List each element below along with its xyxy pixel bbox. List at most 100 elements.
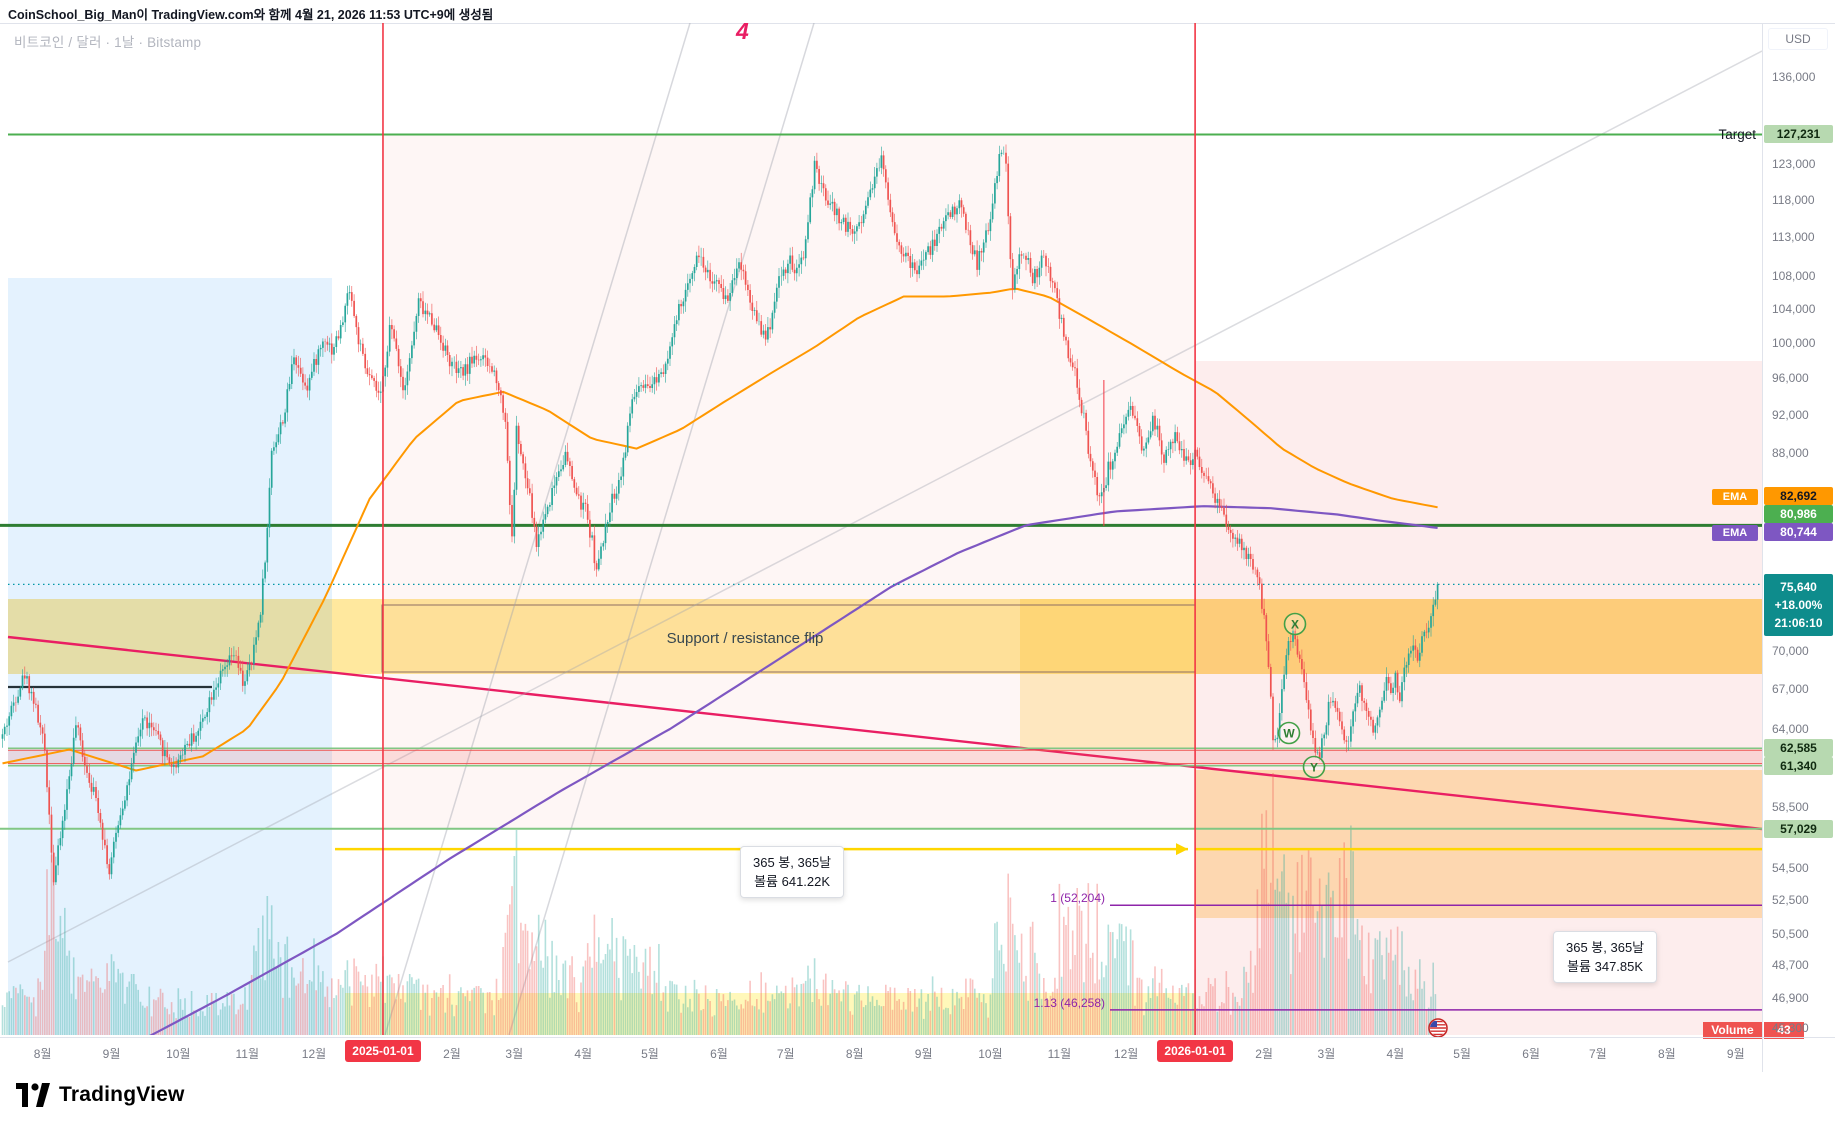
price-tick-52500: 52,500 xyxy=(1772,893,1809,908)
ema-slow-tag: EMA xyxy=(1712,525,1758,541)
time-label-2월: 2월 xyxy=(443,1047,461,1061)
volume-value-badge: 43 xyxy=(1764,1022,1804,1039)
symbol-title[interactable]: 비트코인 / 달러 · 1날 · Bitstamp xyxy=(14,35,202,50)
price-tick-48700: 48,700 xyxy=(1772,958,1809,973)
time-axis-border xyxy=(0,1037,1835,1038)
time-label-10월: 10월 xyxy=(166,1047,191,1061)
tradingview-logo[interactable]: TradingView xyxy=(16,1083,185,1107)
wave-letter-w: W xyxy=(1283,727,1295,741)
price-tick-45300: 45,300 xyxy=(1772,1020,1809,1035)
time-label-7월: 7월 xyxy=(1588,1047,1607,1061)
attribution-text: CoinSchool_Big_Man이 TradingView.com와 함께 … xyxy=(8,8,494,22)
price-axis[interactable] xyxy=(1763,23,1835,1037)
price-tick-58500: 58,500 xyxy=(1772,799,1809,814)
time-label-5월: 5월 xyxy=(641,1047,659,1061)
time-label-7월: 7월 xyxy=(776,1047,795,1061)
trendline-gray-channel-1[interactable] xyxy=(384,23,691,1035)
price-tick-54500: 54,500 xyxy=(1772,860,1809,875)
region-pink-2025 xyxy=(382,134,1195,829)
region-orange-low-band xyxy=(1195,770,1762,918)
price-axis-separator xyxy=(1762,23,1763,1072)
time-label-11월: 11월 xyxy=(1047,1047,1072,1061)
ema-fast-value-badge: 82,692 xyxy=(1764,487,1833,505)
ema-slow-value-badge: 80,744 xyxy=(1764,523,1833,541)
volume-bars-up xyxy=(1,825,1439,1035)
volume-label-badge: Volume xyxy=(1703,1022,1762,1039)
wave-letter-y: Y xyxy=(1310,761,1318,775)
time-label-6월: 6월 xyxy=(1522,1047,1540,1061)
time-label-4월: 4월 xyxy=(1386,1047,1405,1061)
wave-letter-x: X xyxy=(1291,618,1299,632)
tradingview-logo-icon xyxy=(16,1083,50,1107)
tradingview-logo-text: TradingView xyxy=(59,1083,185,1106)
candle-bodies-up xyxy=(1,152,1439,883)
region-pink-2026 xyxy=(1195,361,1762,1035)
region-mid-volume-backdrop xyxy=(345,993,1195,1035)
trendline-gray-support[interactable] xyxy=(7,50,1762,963)
region-gold-box xyxy=(1020,599,1195,748)
price-tick-96000: 96,000 xyxy=(1772,371,1809,386)
zone-top-badge: 62,585 xyxy=(1764,739,1833,757)
time-label-9월: 9월 xyxy=(914,1047,933,1061)
target-line-label: Target xyxy=(1718,126,1756,142)
region-sr-flip-band xyxy=(8,599,1762,674)
time-label-11월: 11월 xyxy=(235,1047,260,1061)
time-label-9월: 9월 xyxy=(1726,1047,1745,1061)
tooltip-line: 볼륨 347.85K xyxy=(1567,959,1644,974)
price-tick-92000: 92,000 xyxy=(1772,408,1809,422)
time-label-3월: 3월 xyxy=(1317,1047,1336,1061)
bar-countdown: 21:06:10 xyxy=(1774,616,1823,630)
time-label-3월: 3월 xyxy=(505,1047,524,1061)
price-tick-104000: 104,000 xyxy=(1772,301,1816,316)
time-label-5월: 5월 xyxy=(1453,1047,1471,1061)
price-tick-113000: 113,000 xyxy=(1772,230,1815,245)
price-tick-46900: 46,900 xyxy=(1772,990,1809,1005)
price-tick-64000: 64,000 xyxy=(1772,721,1809,736)
wave-circle-w[interactable] xyxy=(1277,721,1301,745)
ema-orange-line[interactable] xyxy=(2,287,1438,772)
target-price-badge: 127,231 xyxy=(1764,125,1833,143)
date-badge-2025-01-01: 2025-01-01 xyxy=(344,1040,421,1062)
price-tick-70000: 70,000 xyxy=(1772,644,1809,659)
price-tick-108000: 108,000 xyxy=(1772,269,1816,284)
price-tick-118000: 118,000 xyxy=(1772,192,1815,207)
supply-zone[interactable] xyxy=(8,750,1762,764)
trendline-descending-resistance[interactable] xyxy=(7,635,1762,831)
time-label-4월: 4월 xyxy=(574,1047,593,1061)
time-label-9월: 9월 xyxy=(102,1047,121,1061)
wave-circle-x[interactable] xyxy=(1283,612,1307,636)
time-label-6월: 6월 xyxy=(710,1047,728,1061)
candle-bodies-down xyxy=(15,152,1428,883)
time-label-8월: 8월 xyxy=(33,1047,52,1061)
ema-fast-tag: EMA xyxy=(1712,489,1758,505)
tooltip-line: 365 봉, 365날 xyxy=(1566,940,1645,955)
wave-circle-y[interactable] xyxy=(1302,755,1326,779)
fib-level-113-label: 1.13 (46,258) xyxy=(1033,995,1105,1010)
time-label-12월: 12월 xyxy=(1113,1047,1139,1061)
zone-bottom-badge: 61,340 xyxy=(1764,757,1833,775)
sr-flip-annotation: Support / resistance flip xyxy=(666,630,824,647)
price-tick-88000: 88,000 xyxy=(1772,446,1809,461)
last-price: 75,640 xyxy=(1780,580,1817,594)
time-label-12월: 12월 xyxy=(301,1047,327,1061)
price-tick-123000: 123,000 xyxy=(1772,156,1816,171)
bar-count-tooltip-mid: 365 봉, 365날 볼륨 641.22K xyxy=(740,846,845,898)
region-orange-band-tint xyxy=(1195,599,1762,674)
time-label-8월: 8월 xyxy=(845,1047,864,1061)
currency-label[interactable]: USD xyxy=(1768,28,1828,50)
price-tick-136000: 136,000 xyxy=(1772,69,1816,84)
last-change: +18.00% xyxy=(1774,598,1823,612)
time-label-10월: 10월 xyxy=(978,1047,1003,1061)
bar-count-tooltip-right: 365 봉, 365날 볼륨 347.85K xyxy=(1553,931,1658,983)
trendline-gray-channel-2[interactable] xyxy=(508,23,815,1035)
time-label-8월: 8월 xyxy=(1657,1047,1676,1061)
date-badge-2026-01-01: 2026-01-01 xyxy=(1157,1040,1234,1062)
sr-level-badge: 80,986 xyxy=(1764,505,1833,523)
flag-event-icon[interactable] xyxy=(1428,1018,1448,1038)
bear-target-badge: 57,029 xyxy=(1764,820,1833,838)
price-tick-67000: 67,000 xyxy=(1772,682,1809,697)
fib-level-1-label: 1 (52,204) xyxy=(1050,891,1105,906)
tooltip-line: 365 봉, 365날 xyxy=(753,855,832,870)
